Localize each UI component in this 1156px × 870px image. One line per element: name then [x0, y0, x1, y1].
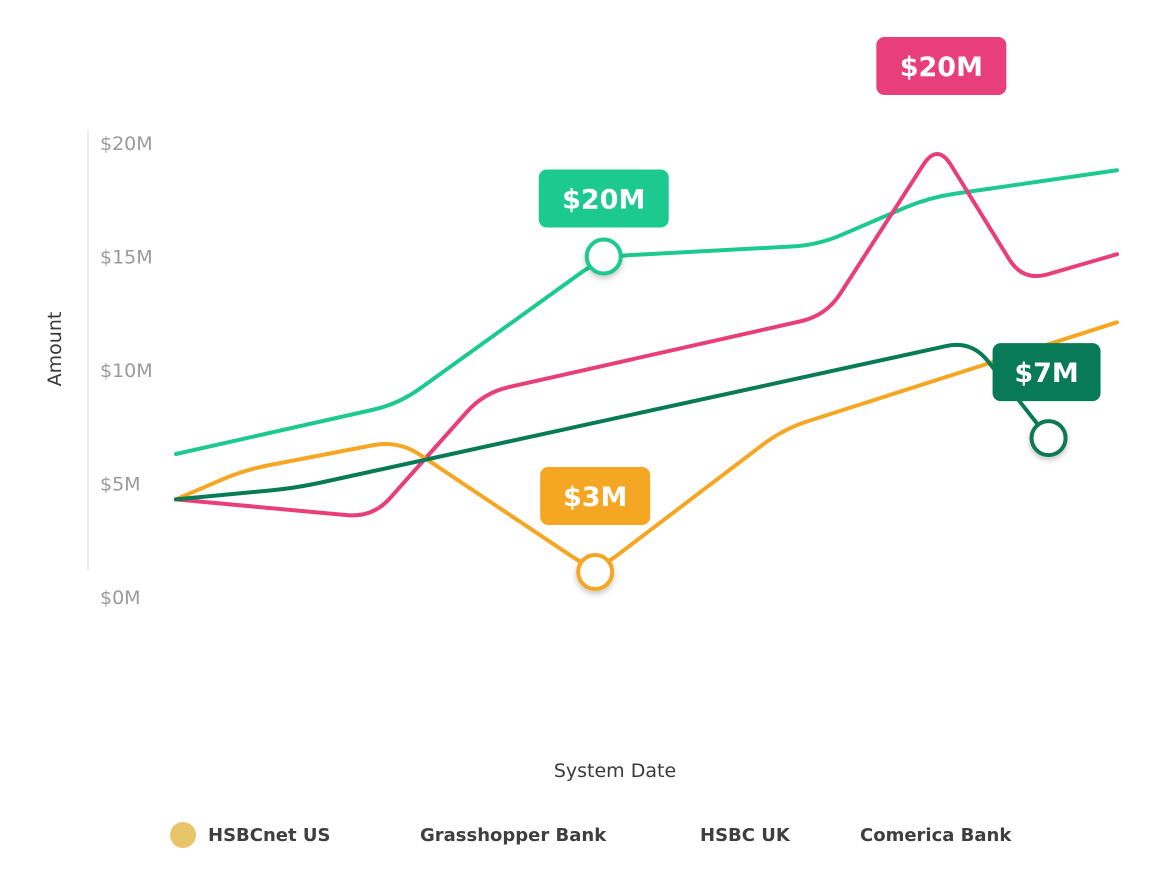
- legend-item-grasshopper-bank[interactable]: Grasshopper Bank: [420, 825, 700, 846]
- legend: HSBCnet US Grasshopper Bank HSBC UK Come…: [170, 822, 1011, 848]
- x-axis-label: System Date: [553, 760, 677, 782]
- y-tick-label: $15M: [100, 247, 153, 269]
- value-label-1-bg: [538, 169, 669, 228]
- y-tick-label: $20M: [100, 133, 153, 155]
- value-label-3-bg: [992, 343, 1101, 402]
- legend-item-hsbc-uk[interactable]: HSBC UK: [700, 825, 860, 846]
- peak-value-label-bg: [876, 37, 1007, 95]
- value-label-2-text: $3M: [563, 482, 627, 513]
- data-point-marker[interactable]: [1029, 419, 1068, 458]
- value-label-1: $20M: [538, 169, 669, 228]
- y-axis-label: Amount: [44, 311, 66, 387]
- legend-label: HSBCnet US: [208, 824, 331, 846]
- value-label-3: $7M: [992, 343, 1101, 402]
- value-label-2-bg: [540, 467, 651, 526]
- value-label-2: $3M: [540, 467, 651, 526]
- data-point-marker[interactable]: [576, 553, 615, 592]
- value-label-3-text: $7M: [1014, 358, 1078, 389]
- peak-value-label-text: $20M: [900, 52, 983, 83]
- y-tick-label: $5M: [100, 474, 141, 496]
- legend-label: Grasshopper Bank: [420, 824, 607, 846]
- series-line-2: [174, 152, 1119, 518]
- value-label-1-text: $20M: [562, 185, 645, 216]
- peak-value-label: $20M: [876, 37, 1007, 95]
- legend-label: Comerica Bank: [860, 824, 1012, 846]
- series-line-1: [174, 168, 1119, 456]
- series-line-4: [174, 342, 1051, 502]
- series-line-3: [174, 320, 1119, 567]
- legend-item-comerica-bank[interactable]: Comerica Bank: [860, 825, 1011, 846]
- legend-label: HSBC UK: [700, 824, 790, 846]
- legend-dot-icon: [170, 822, 196, 848]
- legend-item-hsbcnet-us[interactable]: HSBCnet US: [170, 822, 420, 848]
- data-point-marker[interactable]: [584, 237, 623, 276]
- y-tick-label: $0M: [100, 587, 141, 609]
- y-tick-label: $10M: [100, 360, 153, 382]
